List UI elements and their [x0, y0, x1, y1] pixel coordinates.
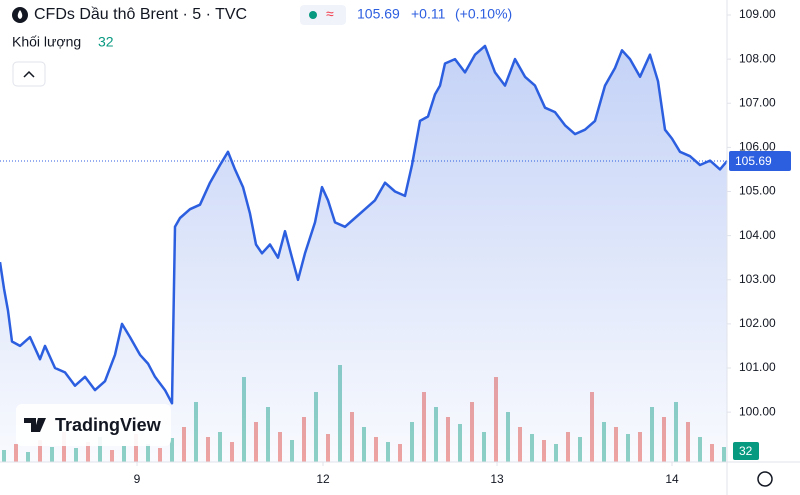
symbol-title: CFDs Dầu thô Brent · 5 · TVC: [34, 6, 247, 23]
drop-icon: [17, 10, 23, 19]
collapse-button[interactable]: [12, 61, 46, 87]
x-tick-label: 9: [134, 472, 141, 486]
status-icon: ≈: [326, 6, 334, 22]
price-change: +0.11: [411, 6, 446, 22]
x-tick-label: 12: [316, 472, 330, 486]
price-area: [0, 45, 727, 463]
plot-layer: [0, 44, 728, 463]
logo-text: TradingView: [55, 415, 162, 435]
volume-tag: [733, 442, 759, 460]
last-price-tag: [729, 151, 791, 172]
y-tick-label: 105.00: [739, 184, 776, 198]
y-tick-label: 108.00: [739, 51, 776, 65]
last-price: 105.69: [357, 6, 400, 22]
chevron-icon: [23, 70, 35, 78]
price-line: [0, 44, 728, 405]
volume-tag-label: 32: [739, 444, 753, 458]
volume-label: Khối lượng: [12, 34, 81, 50]
x-tick-label: 14: [665, 472, 679, 486]
y-tick-label: 103.00: [739, 272, 776, 286]
axes-layer: 100.00 101.00 102.00 103.00 104.00 105.00 106.…: [0, 7, 791, 486]
status-dot: [309, 11, 317, 19]
settings-icon[interactable]: [757, 471, 773, 487]
price-change-pct: (+0.10%): [455, 6, 512, 22]
y-tick-label: 107.00: [739, 95, 776, 109]
y-tick-label: 106.00: [739, 140, 776, 154]
y-tick-label: 104.00: [739, 228, 776, 242]
y-tick-label: 101.00: [739, 360, 776, 374]
y-tick-label: 109.00: [739, 7, 776, 21]
logo-box: [16, 404, 171, 446]
y-tick-label: 100.00: [739, 404, 776, 418]
volume-value: 32: [98, 34, 114, 50]
x-tick-label: 13: [490, 472, 504, 486]
logo-mark: [24, 418, 46, 432]
y-tick-label: 102.00: [739, 316, 776, 330]
status-badge[interactable]: [300, 5, 346, 25]
last-price-tag-label: 105.69: [735, 154, 772, 168]
